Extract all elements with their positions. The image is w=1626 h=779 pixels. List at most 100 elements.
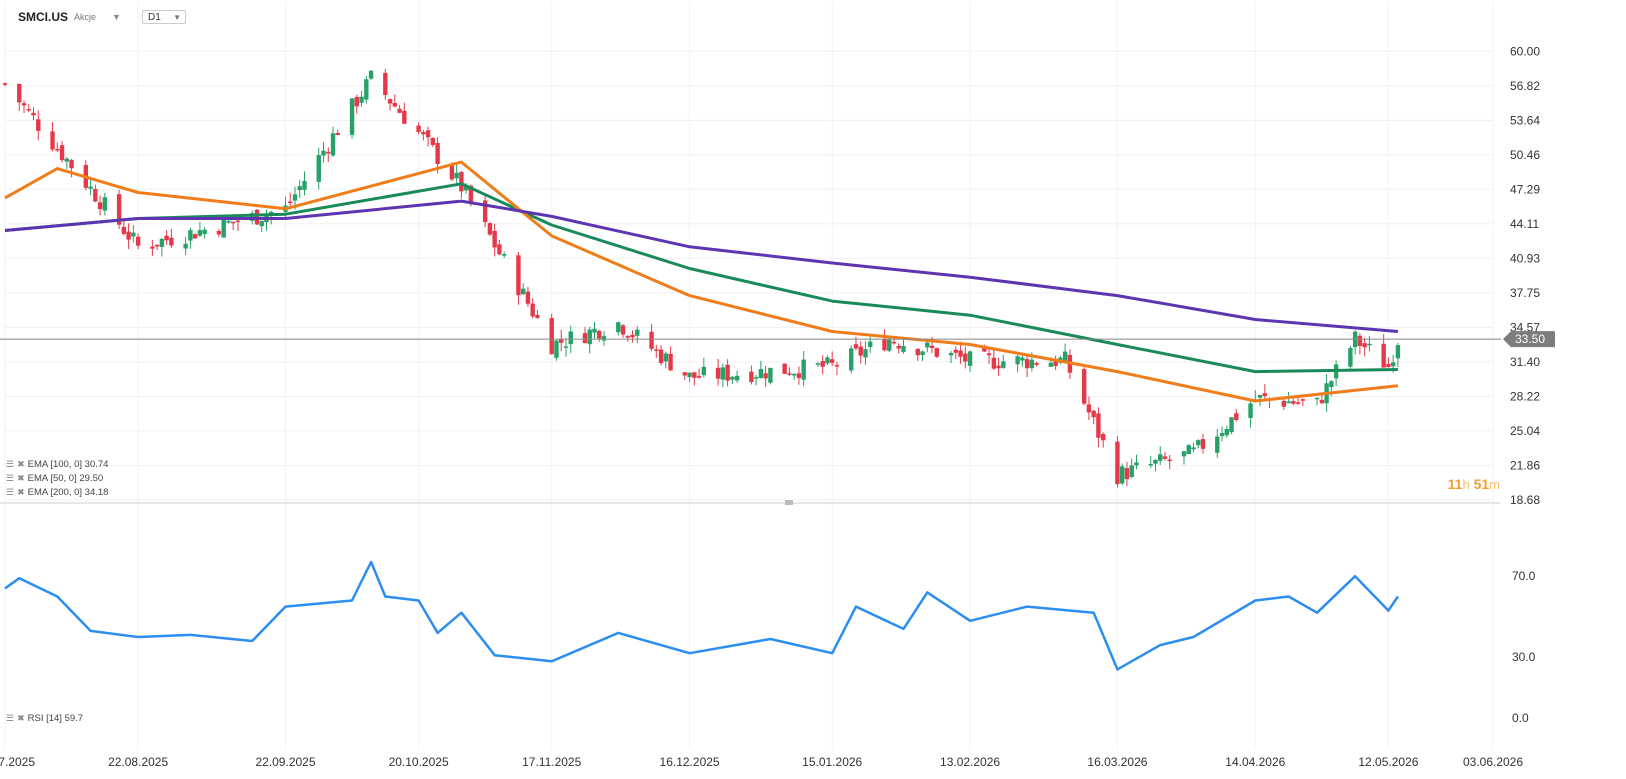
candle-body[interactable] — [901, 346, 906, 352]
candle-body[interactable] — [791, 373, 797, 376]
candle-body[interactable] — [530, 303, 535, 317]
candle-body[interactable] — [435, 142, 440, 165]
candle-body[interactable] — [159, 238, 165, 247]
candle-body[interactable] — [1091, 410, 1096, 418]
candle-body[interactable] — [482, 200, 488, 223]
candle-body[interactable] — [154, 244, 160, 247]
candle-body[interactable] — [1357, 335, 1363, 346]
candle-body[interactable] — [734, 375, 740, 381]
rsi-line[interactable] — [4, 560, 1399, 671]
candle-body[interactable] — [221, 219, 226, 238]
candle-body[interactable] — [69, 159, 74, 169]
candle-body[interactable] — [654, 349, 659, 351]
candle-body[interactable] — [1167, 459, 1172, 462]
candle-body[interactable] — [1186, 445, 1191, 455]
candle-body[interactable] — [402, 110, 407, 124]
indicator-label[interactable]: EMA [100, 0] 30.74 — [27, 459, 109, 470]
candle-body[interactable] — [858, 346, 863, 356]
candle-body[interactable] — [635, 329, 640, 336]
candle-body[interactable] — [421, 132, 426, 135]
candle-body[interactable] — [250, 213, 255, 221]
candle-body[interactable] — [825, 357, 830, 364]
candle-body[interactable] — [364, 79, 369, 100]
candle-body[interactable] — [335, 133, 340, 135]
candle-body[interactable] — [963, 353, 968, 362]
candle-body[interactable] — [882, 339, 887, 351]
candle-body[interactable] — [1286, 401, 1291, 404]
candle-body[interactable] — [720, 367, 726, 380]
candle-body[interactable] — [416, 125, 421, 133]
candle-body[interactable] — [986, 353, 992, 356]
candle-body[interactable] — [454, 172, 459, 179]
candle-body[interactable] — [1215, 436, 1220, 453]
candle-body[interactable] — [183, 243, 188, 249]
candle-body[interactable] — [753, 377, 759, 379]
pane-resize-handle[interactable] — [785, 500, 793, 505]
candle-body[interactable] — [1048, 362, 1054, 367]
candle-body[interactable] — [1224, 429, 1229, 436]
candle-body[interactable] — [625, 336, 630, 338]
candle-body[interactable] — [102, 197, 108, 211]
candle-body[interactable] — [1148, 464, 1153, 466]
candle-body[interactable] — [730, 376, 735, 380]
candle-body[interactable] — [749, 371, 754, 383]
candle-body[interactable] — [192, 234, 198, 239]
candle-body[interactable] — [630, 334, 635, 338]
candle-body[interactable] — [330, 133, 336, 156]
candle-body[interactable] — [501, 254, 507, 256]
candle-body[interactable] — [692, 372, 697, 378]
candle-body[interactable] — [658, 349, 664, 364]
candle-body[interactable] — [31, 112, 36, 116]
candle-body[interactable] — [169, 237, 174, 246]
candle-body[interactable] — [782, 363, 787, 374]
candle-body[interactable] — [801, 359, 806, 380]
candle-body[interactable] — [392, 103, 398, 107]
candle-body[interactable] — [1153, 459, 1158, 464]
candle-body[interactable] — [1115, 441, 1120, 485]
candle-body[interactable] — [953, 349, 958, 353]
candle-body[interactable] — [1257, 395, 1263, 398]
candle-body[interactable] — [1034, 362, 1039, 365]
candle-body[interactable] — [297, 186, 302, 191]
candle-body[interactable] — [687, 372, 692, 378]
candle-body[interactable] — [26, 109, 31, 111]
candle-body[interactable] — [863, 349, 868, 358]
candle-body[interactable] — [568, 331, 573, 345]
candle-body[interactable] — [849, 348, 854, 371]
candle-body[interactable] — [430, 138, 436, 145]
candle-body[interactable] — [649, 331, 654, 349]
candle-body[interactable] — [1129, 465, 1134, 478]
close-icon[interactable]: ✖ — [17, 487, 25, 497]
candle-body[interactable] — [601, 336, 607, 341]
timeframe-select[interactable]: D1 ▼ — [142, 10, 186, 24]
candle-body[interactable] — [1319, 399, 1325, 404]
candle-body[interactable] — [397, 108, 402, 113]
candle-body[interactable] — [21, 103, 27, 106]
candle-body[interactable] — [958, 350, 963, 357]
candle-body[interactable] — [768, 367, 773, 383]
drag-lines-icon[interactable]: ☰ — [6, 473, 15, 483]
candle-body[interactable] — [1390, 362, 1396, 367]
indicator-ema200[interactable]: ☰ ✖ EMA [200, 0] 34.18 — [6, 487, 108, 498]
candle-body[interactable] — [1348, 348, 1353, 367]
candle-body[interactable] — [549, 318, 554, 355]
candle-body[interactable] — [1219, 433, 1225, 437]
candle-body[interactable] — [701, 366, 707, 376]
candle-body[interactable] — [763, 373, 768, 379]
candle-body[interactable] — [449, 165, 455, 180]
candle-body[interactable] — [226, 221, 231, 223]
candle-body[interactable] — [459, 172, 464, 192]
candle-body[interactable] — [815, 363, 821, 365]
candle-body[interactable] — [682, 372, 688, 376]
candle-body[interactable] — [597, 330, 602, 339]
candle-body[interactable] — [1314, 397, 1320, 400]
candle-body[interactable] — [216, 230, 222, 235]
candle-body[interactable] — [1300, 399, 1306, 401]
candle-body[interactable] — [554, 340, 559, 358]
candle-body[interactable] — [787, 373, 792, 375]
candle-body[interactable] — [97, 202, 103, 210]
candle-body[interactable] — [259, 221, 264, 227]
candle-body[interactable] — [425, 130, 431, 138]
candle-body[interactable] — [1196, 440, 1201, 446]
candle-body[interactable] — [991, 357, 997, 369]
